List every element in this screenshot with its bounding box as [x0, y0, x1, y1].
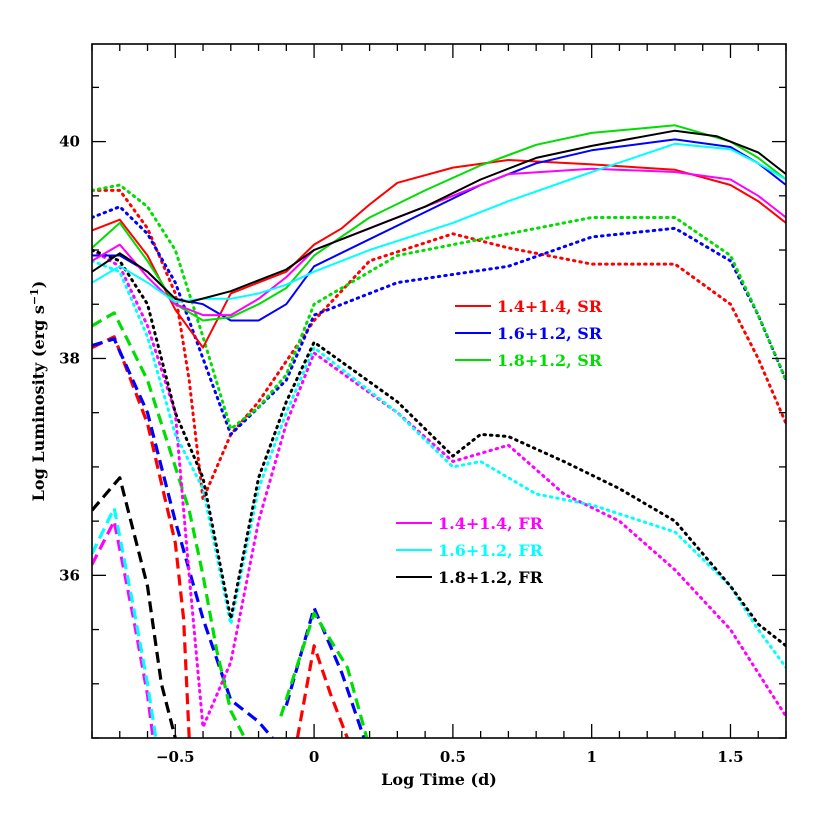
- legend-sr: 1.4+1.4, SR 1.6+1.2, SR 1.8+1.2, SR: [455, 297, 603, 370]
- legend-label: 1.8+1.2, FR: [438, 568, 544, 587]
- series-line-1-8-1-2-fr-dotted: [92, 248, 786, 648]
- x-axis-title: Log Time (d): [381, 770, 497, 789]
- series-line-1-8-1-2-fr-solid: [92, 129, 786, 304]
- legend-label: 1.6+1.2, SR: [497, 324, 603, 343]
- y-axis-title-main: Log Luminosity (erg s: [29, 305, 48, 501]
- x-tick-label: 1.5: [717, 748, 743, 766]
- y-axis-title: Log Luminosity (erg s−1): [28, 281, 48, 502]
- series-line-1-8-1-2-sr-dashed-b: [279, 611, 369, 738]
- series-line-1-4-1-4-sr-solid: [92, 159, 786, 349]
- x-tick-label: 0: [309, 748, 319, 766]
- legend-label: 1.8+1.2, SR: [497, 351, 603, 370]
- series-line-1-4-1-4-fr-dotted: [92, 248, 786, 729]
- series-line-1-8-1-2-fr-dashed: [92, 476, 177, 738]
- series-line-1-6-1-2-sr-dashed-a: [92, 337, 274, 738]
- series-line-1-4-1-4-sr-dotted: [92, 188, 786, 501]
- y-axis-title-close: ): [29, 281, 48, 289]
- axis-ticks: [91, 44, 787, 739]
- series-line-1-4-1-4-sr-dashed-b: [295, 644, 349, 738]
- legend-fr: 1.4+1.4, FR 1.6+1.2, FR 1.8+1.2, FR: [396, 514, 544, 587]
- x-tick-label: 1: [586, 748, 596, 766]
- series-line-1-6-1-2-fr-dotted: [92, 259, 786, 669]
- tick-labels: −0.5 0 0.5 1 1.5 36 38 40: [59, 133, 743, 766]
- y-tick-label: 36: [59, 566, 80, 584]
- legends: 1.4+1.4, SR1.6+1.2, SR1.8+1.2, SR1.4+1.4…: [396, 297, 603, 587]
- series-line-1-4-1-4-fr-dashed: [92, 519, 155, 738]
- series-line-1-8-1-2-sr-dotted: [92, 183, 786, 431]
- series-line-1-6-1-2-sr-dashed-b: [284, 606, 366, 738]
- series-line-1-6-1-2-fr-solid: [92, 142, 786, 304]
- legend-label: 1.6+1.2, FR: [438, 541, 544, 560]
- legend-label: 1.4+1.4, FR: [438, 514, 544, 533]
- legend-label: 1.4+1.4, SR: [497, 297, 603, 316]
- series-line-1-6-1-2-sr-solid: [92, 138, 786, 322]
- plot-frame: [91, 43, 787, 739]
- x-tick-label: 0.5: [440, 748, 466, 766]
- x-tick-label: −0.5: [156, 748, 195, 766]
- series-line-1-6-1-2-sr-dotted: [92, 205, 786, 436]
- series-line-1-6-1-2-fr-dashed: [92, 506, 158, 738]
- y-tick-label: 40: [59, 133, 80, 151]
- y-tick-label: 38: [59, 349, 80, 367]
- series-line-1-4-1-4-fr-solid: [92, 167, 786, 317]
- series-layer: [92, 124, 786, 738]
- series-line-1-8-1-2-sr-solid: [92, 124, 786, 322]
- y-axis-title-sup: −1: [28, 288, 41, 305]
